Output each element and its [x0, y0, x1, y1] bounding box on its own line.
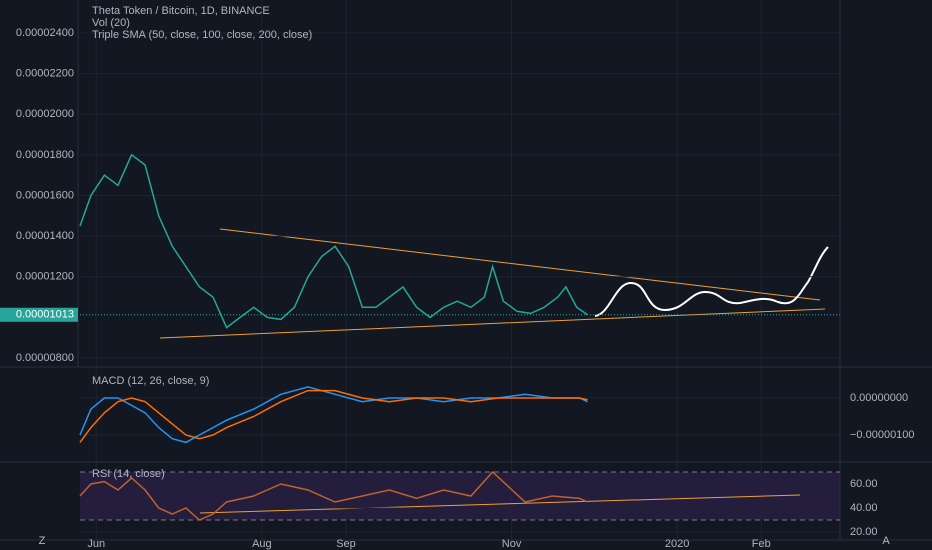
indicator-label: RSI (14, close) — [92, 468, 165, 480]
button[interactable]: Z — [39, 535, 46, 547]
x-tick-label: Feb — [752, 538, 771, 550]
trendline — [159, 308, 826, 339]
x-tick-label: Nov — [502, 538, 522, 550]
y-tick-label: 0.00002200 — [16, 67, 74, 79]
series-line — [79, 470, 588, 521]
y-tick-label: 0.00001400 — [16, 230, 74, 242]
button[interactable]: A — [882, 535, 890, 547]
y-tick-label: 0.00002400 — [16, 27, 74, 39]
x-tick-label: 2020 — [665, 538, 689, 550]
chart-subtitle: Vol (20) — [92, 17, 130, 29]
data-layer: Jun Aug Sep Nov 2020 Feb 0.00002400 0.00002200 0… — [0, 27, 915, 550]
chart-title: Theta Token / Bitcoin, 1D, BINANCE — [92, 5, 270, 17]
series-line — [79, 389, 588, 443]
forecast-drawing — [594, 246, 829, 317]
last-price-label: 0.00001013 — [16, 309, 74, 321]
x-tick-label: Jun — [87, 538, 105, 550]
y-tick-label: −0.00000100 — [850, 429, 915, 441]
trendline — [219, 228, 821, 301]
y-tick-label: 20.00 — [850, 526, 878, 538]
trendline — [199, 494, 801, 514]
y-tick-label: 0.00001600 — [16, 189, 74, 201]
y-tick-label: 60.00 — [850, 478, 878, 490]
last-price-box — [0, 307, 78, 322]
series-line — [79, 153, 589, 329]
y-tick-label: 0.00001800 — [16, 149, 74, 161]
y-tick-label: 0.00000000 — [850, 392, 908, 404]
x-tick-label: Sep — [336, 538, 356, 550]
indicator-label: MACD (12, 26, close, 9) — [92, 375, 209, 387]
y-tick-label: 40.00 — [850, 502, 878, 514]
rsi-band-fill — [80, 472, 840, 520]
x-tick-label: Aug — [252, 538, 272, 550]
indicator-label: Triple SMA (50, close, 100, close, 200, … — [92, 29, 312, 41]
y-tick-label: 0.00002000 — [16, 108, 74, 120]
y-tick-label: 0.00001200 — [16, 271, 74, 283]
y-tick-label: 0.00000800 — [16, 352, 74, 364]
